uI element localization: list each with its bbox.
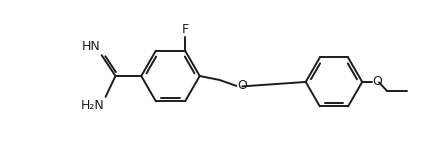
Text: H₂N: H₂N bbox=[81, 99, 105, 112]
Text: O: O bbox=[237, 79, 247, 92]
Text: O: O bbox=[372, 75, 382, 88]
Text: HN: HN bbox=[82, 40, 101, 53]
Text: F: F bbox=[182, 23, 189, 36]
